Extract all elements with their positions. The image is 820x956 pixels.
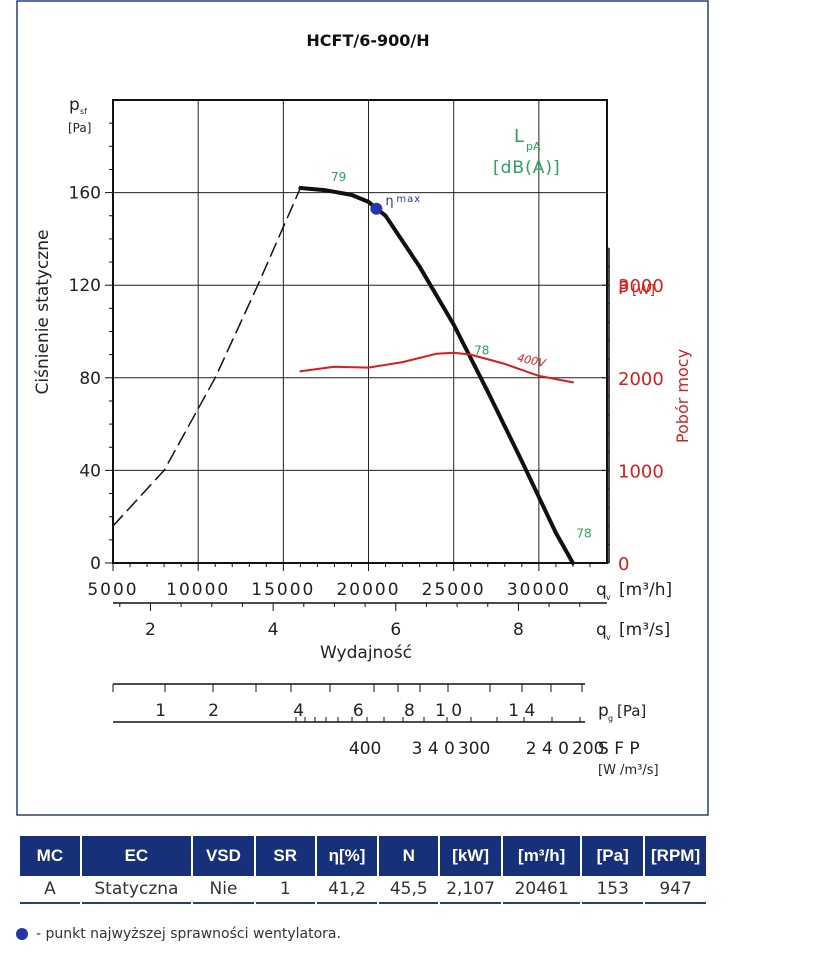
spec-cell: 153 bbox=[582, 876, 644, 904]
spec-header-cell: N bbox=[379, 836, 439, 876]
power-tick-label: 2000 bbox=[618, 369, 664, 390]
noise-annotation: 78 bbox=[474, 344, 489, 358]
x-tick-label: 20000 bbox=[336, 580, 400, 600]
x-tick-label: 25000 bbox=[422, 580, 486, 600]
power-tick-label: 0 bbox=[618, 554, 629, 575]
spec-table: MC EC VSD SR η[%] N [kW] [m³/h] [Pa] [RP… bbox=[18, 836, 708, 904]
max-efficiency-point bbox=[370, 202, 383, 215]
pg-axis-unit: [Pa] bbox=[617, 702, 646, 720]
power-axis-symbol: P bbox=[618, 278, 629, 299]
spec-cell: 41,2 bbox=[316, 876, 378, 904]
sfp-axis-unit: [W /m³/s] bbox=[598, 763, 659, 778]
power-axis-label: Pobór mocy bbox=[673, 349, 692, 443]
sfp-tick-label: 2 4 0 bbox=[526, 739, 569, 759]
y-axis-symbol: p bbox=[69, 95, 80, 115]
lpa-label: L bbox=[514, 126, 524, 147]
spec-header-cell: MC bbox=[20, 836, 80, 876]
pg-tick-label: 1 bbox=[155, 701, 166, 721]
sfp-tick-label: 300 bbox=[458, 739, 490, 759]
series-line-400V bbox=[299, 351, 574, 384]
pg-tick-label: 6 bbox=[353, 701, 364, 721]
series-label-400v: 400V bbox=[516, 351, 548, 370]
y-tick-label: 120 bbox=[69, 276, 101, 296]
y-axis-unit: [Pa] bbox=[68, 121, 91, 135]
pg-axis-symbol: p bbox=[598, 701, 609, 721]
legend: - punkt najwyższej sprawności wentylator… bbox=[16, 926, 341, 942]
spec-cell: 20461 bbox=[502, 876, 581, 904]
spec-header-cell: VSD bbox=[193, 836, 254, 876]
pg-tick-label: 4 bbox=[293, 701, 304, 721]
sfp-tick-label: 200 bbox=[572, 739, 604, 759]
eta-max-label: η bbox=[385, 194, 393, 209]
y-axis-label: Ciśnienie statyczne bbox=[33, 230, 53, 395]
x-axis-unit: [m³/h] bbox=[619, 580, 672, 600]
x2-tick-label: 2 bbox=[145, 620, 156, 640]
x-axis-label: Wydajność bbox=[320, 643, 412, 663]
y-tick-label: 160 bbox=[69, 184, 101, 204]
pg-tick-label: 2 bbox=[208, 701, 219, 721]
x2-tick-label: 8 bbox=[513, 620, 524, 640]
sfp-tick-label: 400 bbox=[349, 739, 381, 759]
spec-cell: Nie bbox=[193, 876, 254, 904]
spec-table-row: A Statyczna Nie 1 41,2 45,5 2,107 20461 … bbox=[20, 876, 706, 904]
chart-title: HCFT/6-900/H bbox=[306, 31, 429, 50]
noise-annotation: 78 bbox=[576, 527, 591, 541]
noise-annotation: 79 bbox=[331, 170, 346, 184]
power-axis-unit: [W] bbox=[632, 283, 655, 298]
spec-header-cell: SR bbox=[255, 836, 315, 876]
power-tick-label: 1000 bbox=[618, 461, 664, 482]
x2-axis-unit: [m³/s] bbox=[619, 620, 670, 640]
x-axis-subscript: v bbox=[606, 593, 611, 602]
spec-cell: 947 bbox=[645, 876, 706, 904]
y-tick-label: 40 bbox=[79, 461, 101, 481]
lpa-unit: [dB(A)] bbox=[493, 158, 561, 178]
x2-axis-subscript: v bbox=[606, 633, 611, 642]
sfp-tick-label: 3 4 0 bbox=[412, 739, 455, 759]
x2-axis-symbol: q bbox=[596, 620, 607, 640]
pg-tick-label: 1 4 bbox=[508, 701, 535, 721]
legend-text: - punkt najwyższej sprawności wentylator… bbox=[36, 926, 341, 942]
max-efficiency-dot-icon bbox=[16, 928, 28, 940]
spec-cell: 45,5 bbox=[379, 876, 439, 904]
x-axis-symbol: q bbox=[596, 580, 607, 600]
spec-header-cell: [kW] bbox=[440, 836, 501, 876]
spec-cell: A bbox=[20, 876, 80, 904]
spec-cell: Statyczna bbox=[81, 876, 192, 904]
pg-axis-subscript: g bbox=[608, 714, 613, 723]
y-axis-subscript: sf bbox=[80, 107, 87, 116]
y-tick-label: 80 bbox=[79, 369, 101, 389]
spec-cell: 2,107 bbox=[440, 876, 501, 904]
series-line-fan-curve bbox=[298, 186, 575, 565]
pg-tick-label: 8 bbox=[404, 701, 415, 721]
spec-header-cell: [m³/h] bbox=[502, 836, 581, 876]
sfp-axis-label: S F P bbox=[598, 739, 640, 759]
series-line-dashed bbox=[112, 187, 302, 527]
chart-border bbox=[16, 0, 709, 816]
spec-header-cell: η[%] bbox=[316, 836, 378, 876]
x-tick-label: 5000 bbox=[87, 580, 138, 600]
x2-tick-label: 6 bbox=[390, 620, 401, 640]
x-tick-label: 15000 bbox=[251, 580, 315, 600]
spec-header-cell: [RPM] bbox=[645, 836, 706, 876]
spec-table-header-row: MC EC VSD SR η[%] N [kW] [m³/h] [Pa] [RP… bbox=[20, 836, 706, 876]
x2-tick-label: 4 bbox=[268, 620, 279, 640]
spec-header-cell: [Pa] bbox=[582, 836, 644, 876]
lpa-subscript: pA bbox=[526, 140, 541, 153]
spec-header-cell: EC bbox=[81, 836, 192, 876]
spec-cell: 1 bbox=[255, 876, 315, 904]
power-tick-label: 3000 bbox=[618, 276, 664, 297]
eta-max-subscript: max bbox=[396, 194, 421, 205]
x-tick-label: 10000 bbox=[166, 580, 230, 600]
pg-tick-label: 1 0 bbox=[435, 701, 462, 721]
y-tick-label: 0 bbox=[90, 554, 101, 574]
x-tick-label: 30000 bbox=[507, 580, 571, 600]
